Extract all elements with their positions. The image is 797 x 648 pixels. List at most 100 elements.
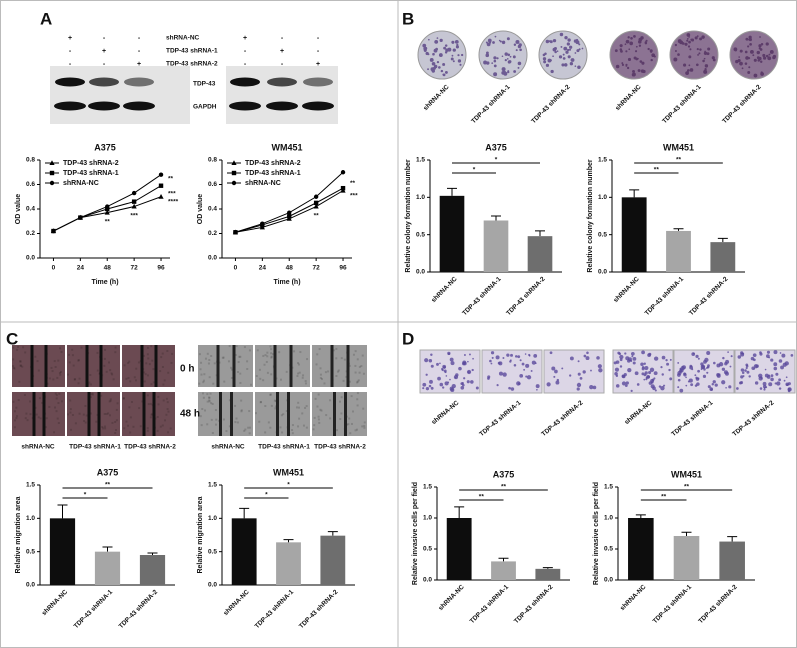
texture [318,421,321,424]
texture [71,413,74,416]
cell [711,383,715,386]
texture [199,415,202,418]
colony [560,45,563,48]
cell [425,387,430,391]
significance: ** [479,494,485,501]
y-tick-label: 1.0 [423,515,432,522]
cell [627,367,632,373]
texture [352,353,355,356]
cell [554,369,558,374]
texture [35,413,38,416]
condition-sign: - [317,48,320,55]
bar [139,555,166,585]
texture [147,403,150,406]
cell [614,372,618,376]
texture [165,413,168,416]
texture [57,402,60,405]
marker [313,194,319,199]
colony [701,35,705,39]
legend-marker [231,180,237,186]
texture [55,410,58,413]
blot-band [267,77,297,87]
cell [650,384,655,389]
texture [209,392,212,395]
colony [744,50,748,54]
cell [472,357,474,360]
texture [278,351,281,354]
texture [108,400,111,403]
cell [714,383,718,387]
texture [141,400,144,403]
texture [22,346,25,349]
colony [696,48,699,51]
y-tick-label: 1.5 [416,157,425,164]
texture [105,370,108,373]
texture [329,399,332,402]
colony [581,47,584,50]
cell [469,353,471,356]
y-tick-label: 0.0 [26,255,35,262]
colony [517,66,520,69]
texture [222,418,225,421]
wound-edge [333,392,336,436]
texture [318,348,321,351]
colony [624,43,627,46]
colony [683,63,687,67]
texture [127,377,130,380]
texture [264,354,267,357]
texture [234,353,237,356]
cell [694,374,697,377]
cell [770,377,774,382]
colony [703,51,708,55]
texture [206,352,209,355]
texture [350,422,353,425]
texture [297,372,300,375]
texture [122,397,125,400]
bar [491,561,516,580]
cell [619,365,623,368]
texture [147,357,150,360]
texture [164,419,167,422]
texture [291,424,294,427]
texture [107,412,110,415]
colony [509,55,512,58]
cell [759,351,762,354]
texture [83,419,86,422]
y-tick-label: 0.8 [208,157,217,164]
colony [738,56,740,58]
cell [510,353,513,357]
wound-edge [97,392,101,436]
texture [269,426,272,429]
colony [457,54,460,57]
y-axis-label: OD value [197,194,204,224]
texture [135,367,138,370]
wound-edge [346,345,350,387]
texture [23,394,26,397]
blot-band [229,101,261,111]
colony [576,49,580,53]
texture [143,371,146,374]
condition-sign: + [243,35,247,42]
colony [760,72,764,76]
texture [12,366,15,369]
cell [582,370,586,374]
blot-band [89,77,119,87]
texture [128,360,131,363]
colony [578,43,581,46]
chart-title: A375 [94,142,116,152]
marker [104,209,110,215]
cell [443,365,446,369]
texture [57,359,60,362]
cell [583,354,587,358]
texture [114,351,117,354]
wound-edge [230,392,233,436]
cell [508,386,511,390]
legend-marker [231,160,237,165]
texture [105,413,108,416]
texture [354,350,357,353]
cell [531,360,536,365]
error-bar [498,557,509,562]
cell [661,373,664,376]
texture [270,356,273,359]
colony [433,48,438,53]
